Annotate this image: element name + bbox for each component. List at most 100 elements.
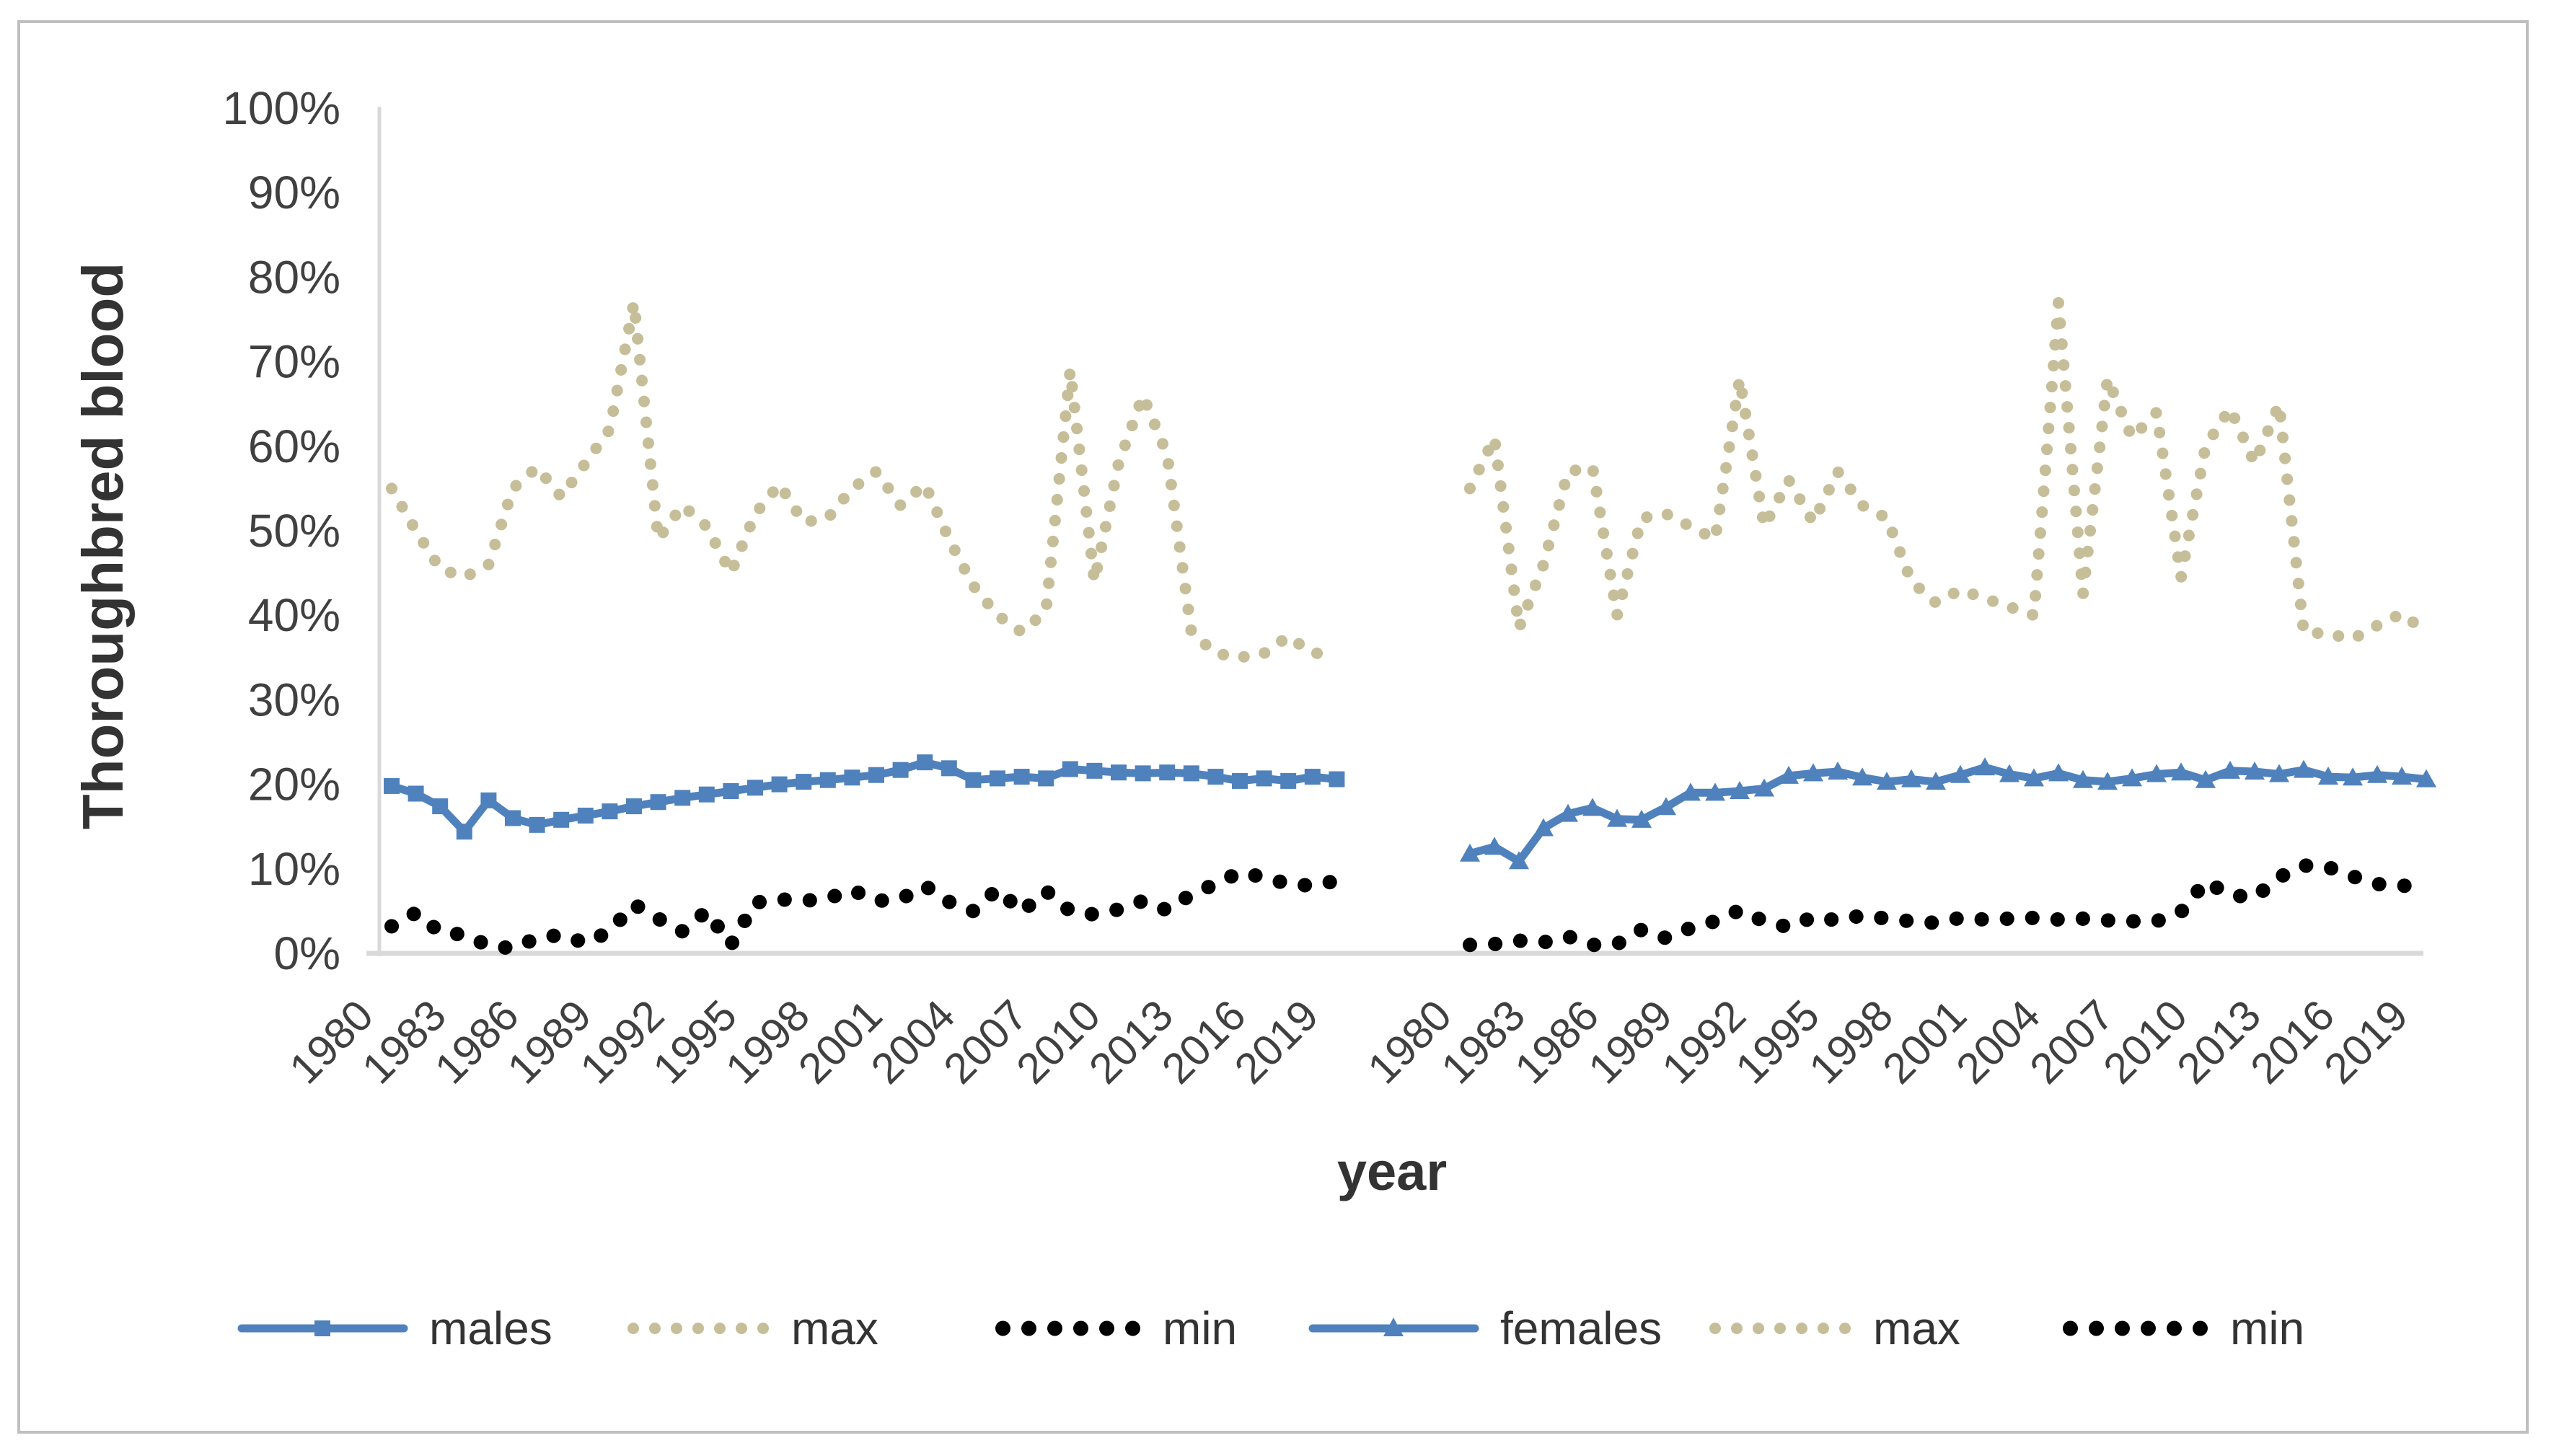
legend-dot-swatch xyxy=(1753,1323,1764,1334)
data-point-triangle xyxy=(2146,764,2167,782)
x-tick-label: 1995 xyxy=(1726,991,1828,1093)
x-tick-label: 2019 xyxy=(2314,991,2417,1093)
x-tick-label: 2016 xyxy=(1153,991,1255,1093)
legend-item-min-5: min xyxy=(2063,1302,2304,1354)
data-point-triangle xyxy=(1558,803,1578,822)
males-min-series xyxy=(384,865,1344,956)
data-point-square xyxy=(1232,772,1248,789)
data-point-triangle xyxy=(1926,772,1946,790)
legend-item-max-4: max xyxy=(1709,1302,1960,1354)
data-point-triangle xyxy=(2318,767,2338,785)
legend-item-min-2: min xyxy=(995,1302,1237,1354)
data-point-triangle xyxy=(1533,818,1554,837)
y-tick-label: 100% xyxy=(222,82,340,134)
data-point-square xyxy=(698,786,715,803)
data-point-square xyxy=(941,760,957,777)
legend-dot-swatch xyxy=(2193,1320,2208,1336)
data-point-triangle xyxy=(1607,808,1627,827)
x-tick-label: 2010 xyxy=(1007,991,1109,1093)
data-point-square xyxy=(723,782,739,799)
legend-dot-swatch xyxy=(2167,1320,2182,1336)
chart-frame xyxy=(17,20,2529,1434)
x-tick-label: 1998 xyxy=(716,991,819,1093)
legend-dot-swatch xyxy=(1731,1323,1743,1334)
legend-item-label: max xyxy=(791,1302,878,1354)
males-series xyxy=(384,754,1345,840)
y-tick-label: 10% xyxy=(248,843,340,895)
data-point-triangle xyxy=(1582,798,1603,816)
x-tick-label: 1986 xyxy=(426,991,528,1093)
data-point-triangle xyxy=(1631,809,1652,828)
y-tick-label: 40% xyxy=(248,589,340,641)
data-point-square xyxy=(1135,765,1151,782)
legend-dot-swatch xyxy=(1709,1323,1721,1334)
data-point-square xyxy=(747,780,763,796)
data-point-triangle xyxy=(2245,762,2265,780)
legend-item-label: females xyxy=(1500,1302,1662,1354)
data-point-triangle xyxy=(1705,782,1725,801)
data-point-triangle xyxy=(1730,780,1750,799)
x-tick-label: 1980 xyxy=(280,991,382,1093)
data-point-square xyxy=(674,790,691,806)
data-point-triangle xyxy=(1803,763,1823,782)
x-tick-label: 2001 xyxy=(789,991,891,1093)
legend-triangle-marker xyxy=(1383,1318,1404,1336)
legend-dot-swatch xyxy=(1021,1320,1036,1336)
y-tick-label: 60% xyxy=(248,420,340,472)
legend-item-label: min xyxy=(2230,1302,2304,1354)
legend-dot-swatch xyxy=(736,1323,747,1334)
data-point-triangle xyxy=(2220,760,2240,779)
chart-border xyxy=(17,20,2529,1434)
data-point-triangle xyxy=(1681,782,1701,801)
legend-dot-swatch xyxy=(995,1320,1010,1336)
x-tick-label: 1986 xyxy=(1505,991,1608,1093)
data-point-square xyxy=(965,772,982,788)
data-point-square xyxy=(456,824,472,840)
x-tick-label: 1992 xyxy=(571,991,674,1093)
legend-dot-swatch xyxy=(1774,1323,1786,1334)
data-point-square xyxy=(917,754,933,771)
x-tick-label: 1980 xyxy=(1358,991,1461,1093)
legend-item-females-3: females xyxy=(1308,1302,1662,1354)
females-min-series xyxy=(1463,858,2434,953)
legend-dot-swatch xyxy=(1818,1323,1829,1334)
legend-square-marker xyxy=(314,1320,330,1336)
data-point-square xyxy=(408,785,424,802)
legend-dot-swatch xyxy=(627,1323,639,1334)
legend-item-label: min xyxy=(1163,1302,1237,1354)
data-point-square xyxy=(577,807,594,824)
data-point-square xyxy=(529,816,545,833)
data-point-triangle xyxy=(2171,762,2191,781)
x-tick-label: 1983 xyxy=(353,991,455,1093)
x-tick-label: 2010 xyxy=(2094,991,2196,1093)
data-point-triangle xyxy=(2073,769,2093,788)
data-point-triangle xyxy=(2392,767,2412,785)
legend-item-label: males xyxy=(429,1302,552,1354)
data-point-triangle xyxy=(1779,765,1799,784)
data-point-square xyxy=(990,770,1005,787)
data-point-square xyxy=(796,774,812,790)
data-point-triangle xyxy=(1484,837,1505,855)
data-point-triangle xyxy=(1950,764,1970,783)
x-axis-title: year xyxy=(1337,1142,1447,1201)
data-point-triangle xyxy=(2122,768,2142,787)
data-point-square xyxy=(1159,764,1176,781)
data-point-square xyxy=(1111,764,1127,781)
legend: males max min females max min xyxy=(237,1302,2304,1354)
data-point-triangle xyxy=(2195,769,2216,788)
x-tick-label: 2013 xyxy=(1080,991,1182,1093)
x-tick-label: 1992 xyxy=(1652,991,1755,1093)
x-tick-label: 2001 xyxy=(1873,991,1976,1093)
legend-dot-swatch xyxy=(1047,1320,1062,1336)
males-max-series xyxy=(386,296,1343,663)
x-tick-label: 2007 xyxy=(935,991,1037,1093)
data-point-square xyxy=(553,811,570,828)
legend-item-males-0: males xyxy=(237,1302,552,1354)
data-point-square xyxy=(819,772,836,788)
x-tick-label: 2007 xyxy=(2020,991,2123,1093)
legend-dot-swatch xyxy=(1099,1320,1114,1336)
data-point-square xyxy=(1207,769,1224,785)
data-point-triangle xyxy=(2343,767,2363,786)
x-tick-label: 2004 xyxy=(1947,991,2049,1093)
data-point-square xyxy=(844,769,860,786)
